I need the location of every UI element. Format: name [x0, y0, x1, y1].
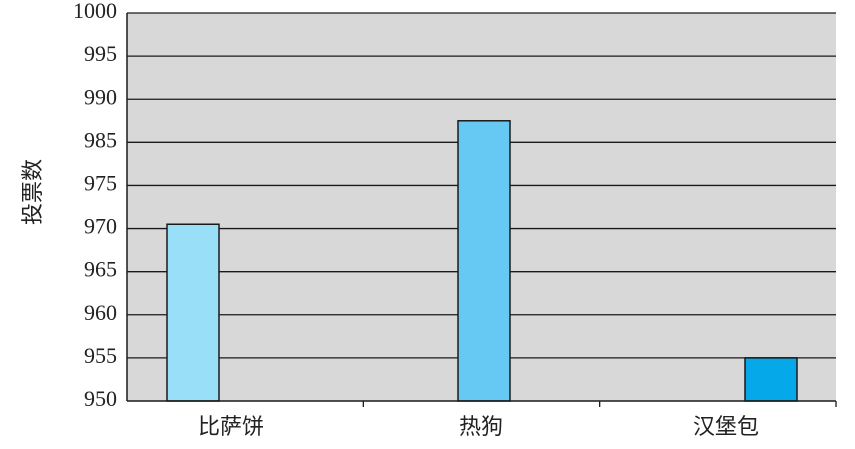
bar — [166, 223, 220, 402]
y-tick-label: 990 — [84, 84, 117, 109]
x-axis-category-labels: 比萨饼 热狗 汉堡包 — [198, 415, 759, 440]
y-tick-label: 955 — [84, 343, 117, 368]
x-axis-ticks — [362, 401, 837, 407]
bars — [166, 120, 798, 402]
y-axis-title: 投票数 — [21, 159, 46, 225]
y-tick-label: 970 — [84, 214, 117, 239]
y-tick-label: 975 — [84, 170, 117, 195]
y-tick-label: 965 — [84, 257, 117, 282]
y-tick-label: 995 — [84, 41, 117, 66]
x-category-label: 热狗 — [459, 415, 503, 440]
bar — [457, 120, 511, 402]
y-axis-tick-labels: 950 955 960 965 970 975 985 990 995 1000 — [73, 0, 117, 411]
y-tick-label: 950 — [84, 386, 117, 411]
y-tick-label: 960 — [84, 300, 117, 325]
x-category-label: 汉堡包 — [693, 415, 759, 440]
y-tick-label: 985 — [84, 127, 117, 152]
x-category-label: 比萨饼 — [198, 415, 264, 440]
bar — [744, 357, 798, 402]
y-tick-label: 1000 — [73, 0, 117, 23]
